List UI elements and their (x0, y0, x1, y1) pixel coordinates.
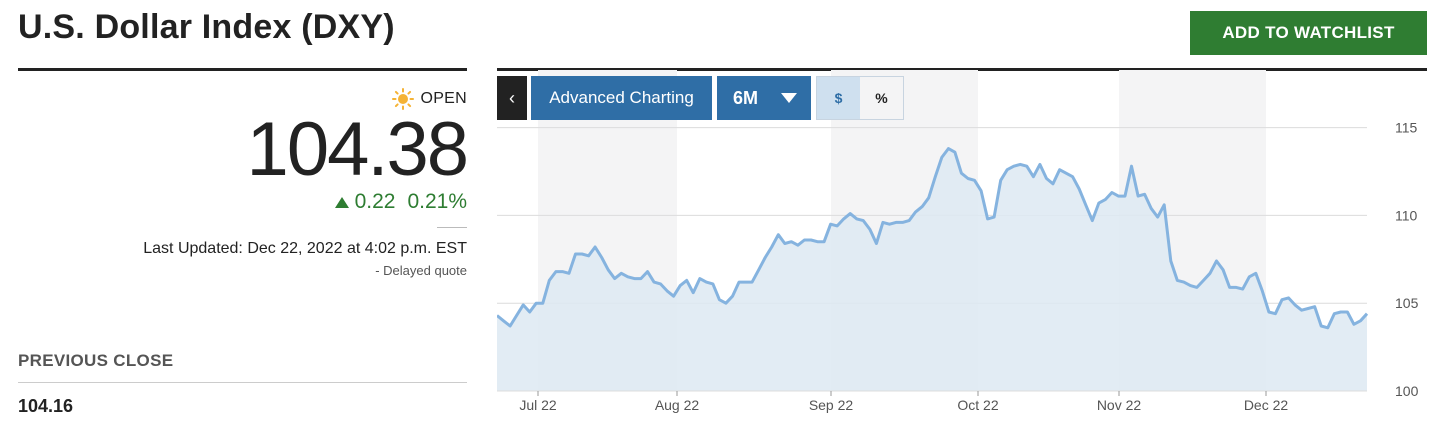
previous-close-value: 104.16 (18, 396, 74, 416)
market-status-label: OPEN (420, 90, 467, 107)
up-arrow-icon (334, 196, 349, 208)
dollar-toggle[interactable]: $ (817, 77, 860, 119)
collapse-chevron-icon[interactable]: ‹ (497, 76, 527, 120)
chevron-down-icon (781, 93, 797, 103)
y-tick-label: 110 (1395, 207, 1418, 223)
price-line (497, 147, 1369, 330)
change-value: 0.22 (354, 190, 396, 213)
last-price: 104.38 (246, 107, 469, 192)
range-select[interactable]: 6M (717, 76, 811, 120)
percent-toggle[interactable]: % (875, 90, 888, 106)
market-status: OPEN (392, 88, 467, 110)
price-change: 0.22 0.21% (334, 190, 467, 214)
x-tick-label: Nov 22 (1097, 397, 1142, 413)
add-to-watchlist-button[interactable]: ADD TO WATCHLIST (1190, 11, 1427, 55)
advanced-charting-button[interactable]: Advanced Charting (531, 76, 712, 120)
price-chart: 100 105 110 115 Jul 22 Aug 22 Sep 22 Oct 22 Nov … (497, 70, 1419, 413)
quote-divider (18, 68, 467, 71)
y-tick-label: 115 (1395, 120, 1418, 136)
page-title: U.S. Dollar Index (DXY) (18, 8, 395, 46)
price-area (497, 148, 1367, 391)
y-tick-label: 105 (1395, 295, 1419, 311)
x-tick-label: Aug 22 (655, 397, 700, 413)
change-divider (437, 227, 467, 228)
x-tick-label: Jul 22 (519, 397, 557, 413)
x-tick-label: Sep 22 (809, 397, 854, 413)
chart-divider (497, 68, 1427, 71)
y-tick-label: 100 (1395, 383, 1419, 399)
previous-close-divider (18, 382, 467, 383)
x-tick-label: Dec 22 (1244, 397, 1289, 413)
value-mode-toggle: $ % (816, 76, 904, 120)
previous-close-label: PREVIOUS CLOSE (18, 351, 174, 370)
last-updated: Last Updated: Dec 22, 2022 at 4:02 p.m. … (143, 240, 467, 257)
delayed-quote-note: - Delayed quote (375, 263, 467, 278)
x-tick-label: Oct 22 (957, 397, 998, 413)
change-percent: 0.21% (407, 190, 467, 213)
sun-icon (392, 88, 415, 110)
range-select-label: 6M (733, 87, 759, 108)
